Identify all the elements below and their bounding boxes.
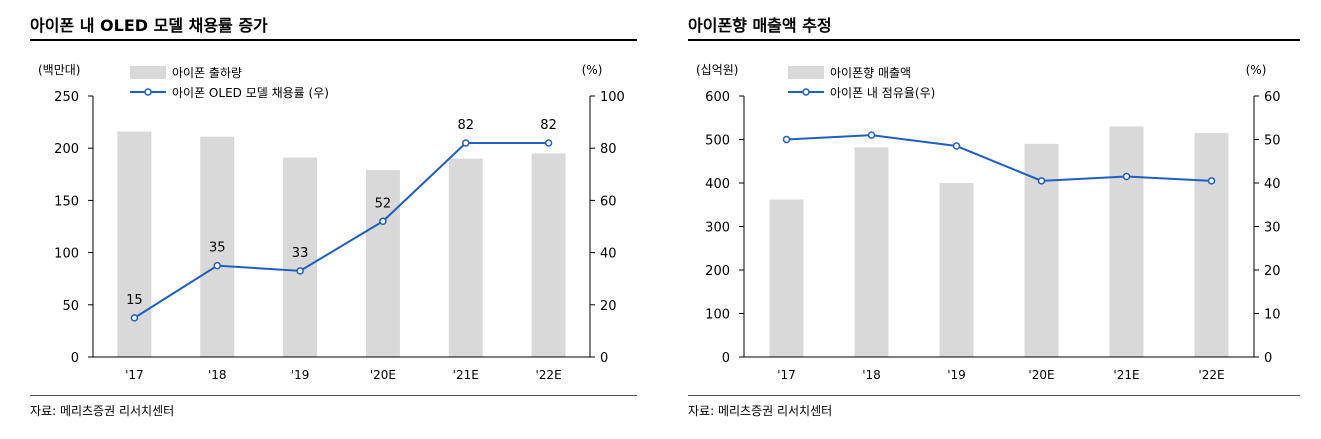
y-tick-label-right: 0 (1264, 351, 1272, 366)
data-label: 82 (457, 118, 474, 133)
bar (531, 153, 566, 357)
data-label: 15 (126, 293, 143, 308)
legend-label-line: 아이폰 OLED 모델 채용률 (우) (172, 86, 329, 100)
data-label: 33 (292, 246, 309, 261)
chart-title: 아이폰 내 OLED 모델 채용률 증가 (30, 16, 268, 35)
chart-title: 아이폰향 매출액 추정 (688, 16, 832, 35)
chart-right: 0 100 200 300 400 500 600 0 10 20 30 40 50 60 '17 '18 '1… (696, 63, 1281, 382)
x-tick-label: '18 (862, 368, 881, 382)
data-label: 82 (540, 118, 557, 133)
y-axis-unit-right: (%) (582, 63, 603, 77)
x-tick-label: '20E (1028, 368, 1054, 382)
line-point (544, 139, 553, 147)
title-divider (30, 39, 637, 41)
y-tick-label-left: 100 (54, 247, 79, 262)
bar (200, 136, 235, 357)
bar (939, 183, 974, 357)
y-tick-label-right: 20 (600, 299, 617, 314)
y-tick-label-right: 100 (600, 90, 625, 105)
chart-panel-right: 아이폰향 매출액 추정 0 100 200 300 400 500 600 0 10 20 30 40… (688, 0, 1300, 439)
legend-swatch-bar (788, 66, 824, 79)
x-tick-label: '17 (125, 368, 144, 382)
x-tick-label: '20E (370, 368, 396, 382)
y-tick-label-left: 200 (54, 142, 79, 157)
legend-label-bar: 아이폰 출하량 (172, 66, 242, 80)
line-point (462, 139, 470, 147)
y-tick-label-left: 300 (705, 221, 730, 236)
chart-panel-left: 아이폰 내 OLED 모델 채용률 증가 0 50 100 150 200 250 0 20 4… (30, 0, 637, 439)
x-tick-label: '22E (1198, 368, 1224, 382)
source-divider (30, 395, 637, 396)
line-point (1207, 177, 1216, 185)
y-tick-label-right: 40 (600, 247, 617, 262)
y-tick-label-left: 150 (54, 194, 79, 209)
legend-swatch-bar (130, 66, 166, 79)
line-point (867, 131, 876, 139)
y-axis-unit-left: (백만대) (38, 63, 80, 77)
line-point (952, 142, 961, 150)
y-tick-label-right: 50 (1264, 134, 1281, 149)
y-tick-label-left: 0 (71, 351, 79, 366)
y-tick-label-left: 200 (705, 264, 730, 279)
line-point (1122, 172, 1131, 181)
line-point (213, 261, 221, 270)
x-tick-label: '22E (536, 368, 562, 382)
y-tick-label-right: 60 (1264, 90, 1281, 105)
x-tick-label: '21E (1113, 368, 1139, 382)
y-tick-label-right: 20 (1264, 264, 1281, 279)
y-axis-unit-right: (%) (1246, 63, 1267, 77)
bar (365, 170, 400, 357)
line-point (296, 267, 304, 275)
source-note: 자료: 메리츠증권 리서치센터 (30, 404, 175, 418)
data-label: 52 (375, 196, 392, 211)
legend-label-bar: 아이폰향 매출액 (830, 66, 911, 80)
y-tick-label-right: 30 (1264, 221, 1281, 236)
x-tick-label: '17 (777, 368, 796, 382)
bar (1109, 126, 1144, 357)
y-tick-label-left: 500 (705, 134, 730, 149)
y-tick-label-left: 50 (62, 299, 79, 314)
y-tick-label-right: 0 (600, 351, 608, 366)
y-tick-label-left: 250 (54, 90, 79, 105)
source-note: 자료: 메리츠증권 리서치센터 (688, 404, 833, 418)
y-tick-label-left: 600 (705, 90, 730, 105)
line-point (1037, 177, 1046, 185)
bar (1194, 132, 1229, 357)
y-tick-label-right: 40 (1264, 177, 1281, 192)
x-tick-label: '19 (291, 368, 310, 382)
bar (854, 147, 889, 357)
y-tick-label-left: 100 (705, 308, 730, 323)
y-tick-label-right: 60 (600, 194, 617, 209)
bar (283, 157, 318, 357)
data-label: 35 (209, 241, 226, 256)
chart-left: 0 50 100 150 200 250 0 20 40 60 80 100 '17 '18 '19 '20E… (38, 63, 625, 382)
legend-label-line: 아이폰 내 점유율(우) (830, 86, 935, 100)
legend-marker (802, 88, 810, 96)
line-point (130, 314, 139, 322)
series-line (786, 134, 1212, 182)
line-point (379, 217, 387, 226)
title-divider (688, 39, 1300, 41)
y-axis-unit-left: (십억원) (696, 63, 738, 77)
y-tick-label-left: 400 (705, 177, 730, 192)
series-line (133, 141, 549, 319)
y-tick-label-left: 0 (722, 351, 730, 366)
legend-marker (144, 88, 152, 96)
source-divider (688, 395, 1300, 396)
bar (117, 131, 152, 357)
bar (769, 199, 804, 357)
x-tick-label: '19 (947, 368, 966, 382)
line-point (782, 135, 791, 144)
x-tick-label: '21E (453, 368, 479, 382)
y-tick-label-right: 80 (600, 142, 617, 157)
y-tick-label-right: 10 (1264, 308, 1281, 323)
x-tick-label: '18 (208, 368, 227, 382)
bar (448, 158, 483, 357)
